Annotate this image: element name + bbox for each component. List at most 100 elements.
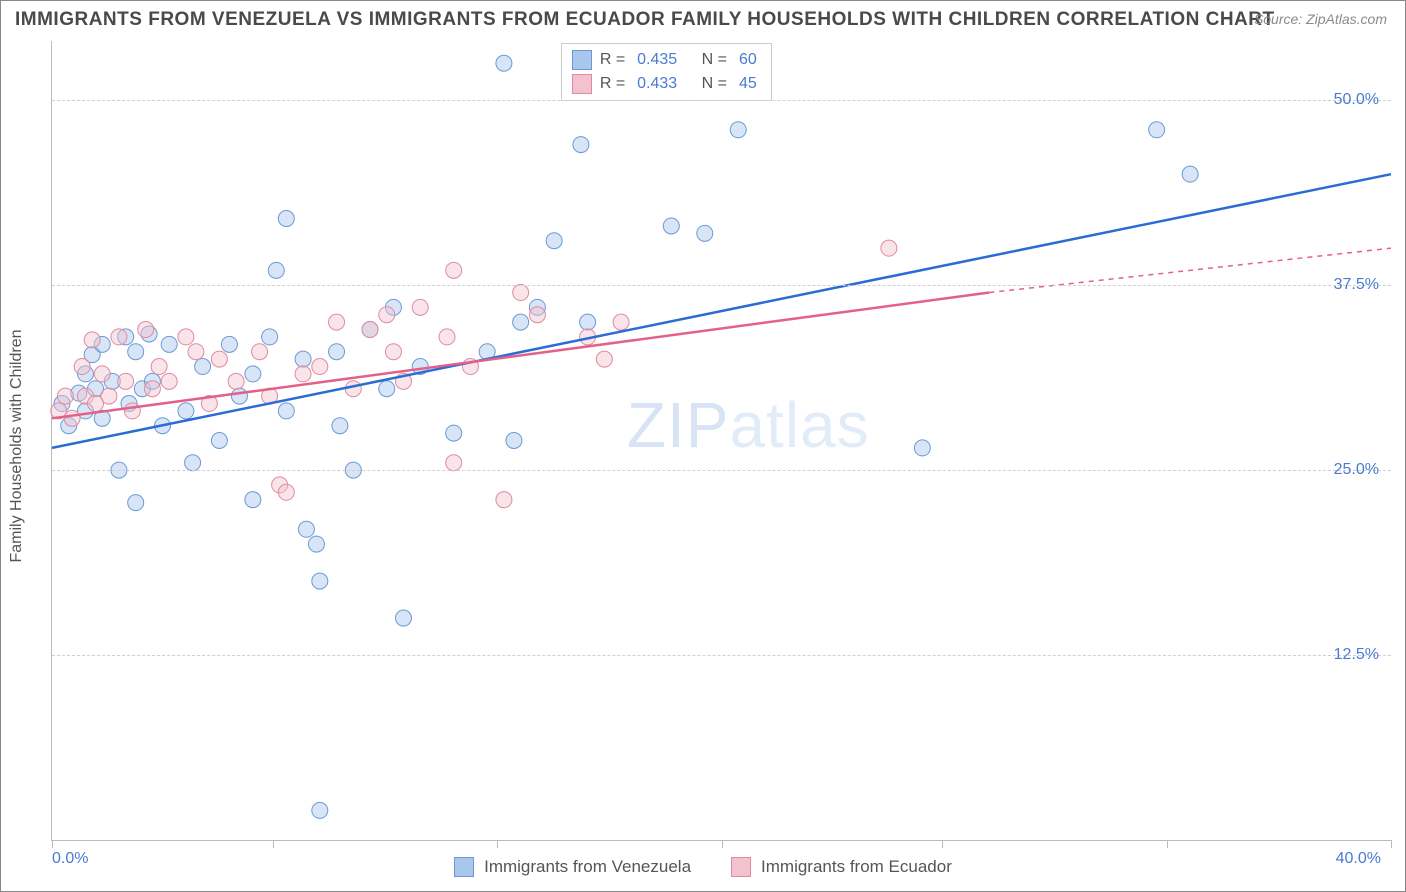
scatter-point: [124, 403, 140, 419]
scatter-point: [298, 521, 314, 537]
scatter-point: [245, 492, 261, 508]
bottom-swatch-ecuador: [731, 857, 751, 877]
legend-n-label: N =: [702, 75, 727, 93]
scatter-point: [573, 137, 589, 153]
scatter-point: [613, 314, 629, 330]
trend-line-venezuela: [52, 174, 1391, 448]
y-tick-label: 37.5%: [1334, 276, 1379, 294]
scatter-point: [295, 366, 311, 382]
legend-n-label: N =: [702, 51, 727, 69]
scatter-point: [513, 314, 529, 330]
legend-swatch-ecuador: [572, 74, 592, 94]
scatter-point: [308, 536, 324, 552]
scatter-point: [446, 425, 462, 441]
scatter-point: [178, 403, 194, 419]
x-tick: [722, 840, 723, 848]
scatter-point: [1182, 166, 1198, 182]
scatter-point: [446, 262, 462, 278]
scatter-point: [312, 359, 328, 375]
bottom-swatch-venezuela: [454, 857, 474, 877]
scatter-point: [151, 359, 167, 375]
scatter-point: [111, 329, 127, 345]
scatter-point: [439, 329, 455, 345]
legend-r-label: R =: [600, 75, 625, 93]
scatter-point: [221, 336, 237, 352]
gridline: [52, 655, 1391, 656]
chart-container: IMMIGRANTS FROM VENEZUELA VS IMMIGRANTS …: [0, 0, 1406, 892]
gridline: [52, 100, 1391, 101]
gridline: [52, 470, 1391, 471]
scatter-point: [881, 240, 897, 256]
chart-svg: [52, 41, 1391, 840]
scatter-point: [596, 351, 612, 367]
scatter-point: [412, 299, 428, 315]
scatter-point: [663, 218, 679, 234]
scatter-point: [268, 262, 284, 278]
scatter-point: [84, 332, 100, 348]
bottom-label-ecuador: Immigrants from Ecuador: [761, 857, 952, 877]
x-tick: [497, 840, 498, 848]
bottom-label-venezuela: Immigrants from Venezuela: [484, 857, 691, 877]
correlation-legend: R = 0.435 N = 60 R = 0.433 N = 45: [561, 43, 772, 101]
scatter-point: [211, 433, 227, 449]
x-tick: [273, 840, 274, 848]
scatter-point: [580, 314, 596, 330]
scatter-point: [161, 336, 177, 352]
x-tick: [1167, 840, 1168, 848]
bottom-legend: Immigrants from Venezuela Immigrants fro…: [1, 857, 1405, 877]
scatter-point: [278, 403, 294, 419]
bottom-legend-ecuador: Immigrants from Ecuador: [731, 857, 952, 877]
scatter-point: [332, 418, 348, 434]
scatter-point: [395, 610, 411, 626]
legend-n-ecuador: 45: [739, 75, 757, 93]
scatter-point: [914, 440, 930, 456]
y-axis-label: Family Households with Children: [8, 330, 26, 563]
scatter-point: [138, 322, 154, 338]
legend-n-venezuela: 60: [739, 51, 757, 69]
scatter-point: [496, 492, 512, 508]
scatter-point: [57, 388, 73, 404]
scatter-point: [546, 233, 562, 249]
scatter-point: [513, 285, 529, 301]
scatter-point: [329, 314, 345, 330]
scatter-point: [195, 359, 211, 375]
bottom-legend-venezuela: Immigrants from Venezuela: [454, 857, 691, 877]
scatter-point: [188, 344, 204, 360]
scatter-point: [64, 410, 80, 426]
scatter-point: [252, 344, 268, 360]
scatter-point: [506, 433, 522, 449]
scatter-point: [329, 344, 345, 360]
scatter-point: [278, 211, 294, 227]
scatter-point: [128, 495, 144, 511]
legend-swatch-venezuela: [572, 50, 592, 70]
scatter-point: [1149, 122, 1165, 138]
scatter-point: [185, 455, 201, 471]
chart-title: IMMIGRANTS FROM VENEZUELA VS IMMIGRANTS …: [15, 9, 1275, 31]
scatter-point: [211, 351, 227, 367]
scatter-point: [446, 455, 462, 471]
y-tick-label: 50.0%: [1334, 91, 1379, 109]
scatter-point: [312, 802, 328, 818]
scatter-point: [278, 484, 294, 500]
scatter-point: [379, 381, 395, 397]
y-tick-label: 12.5%: [1334, 646, 1379, 664]
scatter-point: [385, 344, 401, 360]
scatter-point: [245, 366, 261, 382]
scatter-point: [101, 388, 117, 404]
x-tick: [1391, 840, 1392, 848]
scatter-point: [529, 307, 545, 323]
legend-row-venezuela: R = 0.435 N = 60: [572, 48, 761, 72]
y-tick-label: 25.0%: [1334, 461, 1379, 479]
source-label: Source: ZipAtlas.com: [1254, 11, 1387, 27]
legend-row-ecuador: R = 0.433 N = 45: [572, 72, 761, 96]
scatter-point: [228, 373, 244, 389]
scatter-point: [161, 373, 177, 389]
x-tick: [942, 840, 943, 848]
legend-r-label: R =: [600, 51, 625, 69]
scatter-point: [379, 307, 395, 323]
scatter-point: [94, 366, 110, 382]
scatter-point: [362, 322, 378, 338]
scatter-point: [262, 329, 278, 345]
scatter-point: [295, 351, 311, 367]
gridline: [52, 285, 1391, 286]
